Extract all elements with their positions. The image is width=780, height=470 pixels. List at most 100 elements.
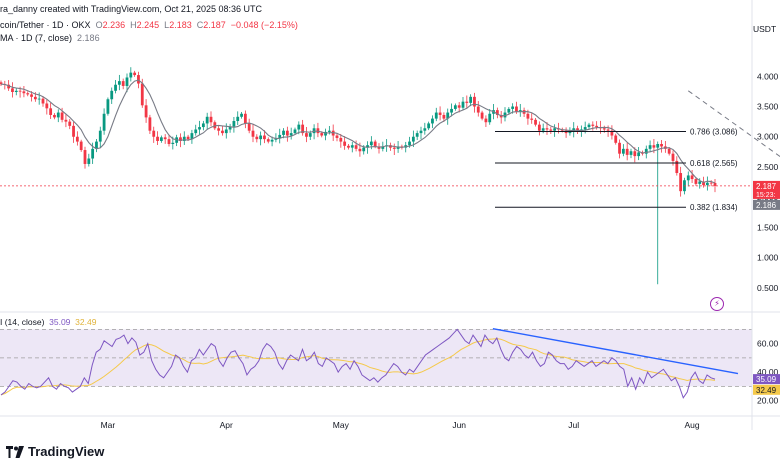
candle-body [289, 133, 293, 136]
candle-body [473, 96, 476, 107]
candle-body [33, 96, 37, 100]
candle-body [408, 141, 411, 146]
close-value: 2.187 [203, 20, 226, 30]
candle-body [419, 130, 423, 134]
candle-body [656, 144, 660, 148]
price-tick-label: 3.500 [757, 102, 779, 112]
candle-body [366, 145, 369, 148]
candle-body [282, 130, 285, 135]
candle-body [236, 116, 240, 122]
candle-body [320, 133, 324, 136]
candle-body [148, 117, 152, 131]
candle-body [0, 82, 3, 85]
price-tick-label: 2.500 [757, 162, 779, 172]
candle-body [549, 129, 553, 131]
symbol-name[interactable]: coin/Tether · 1D · OKX [0, 20, 91, 30]
candle-body [709, 182, 713, 184]
candle-body [488, 113, 492, 123]
rsi-tick-label: 20.00 [757, 396, 779, 406]
candle-body [137, 75, 140, 84]
candle-body [511, 106, 515, 109]
candle-body [194, 129, 198, 134]
candle-body [163, 137, 167, 140]
price-tick-label: 0.500 [757, 283, 779, 293]
candle-body [49, 108, 53, 115]
rsi-tick-label: 60.00 [757, 339, 779, 349]
candle-body [114, 84, 117, 91]
candle-body [110, 90, 114, 100]
price-tick-label: 3.000 [757, 132, 779, 142]
candle-body [144, 105, 148, 118]
ma-line [0, 79, 716, 184]
candle-body [461, 101, 465, 108]
candle-body [41, 98, 45, 104]
candle-body [91, 148, 95, 159]
candle-body [686, 175, 690, 181]
ma-legend[interactable]: MA · 1D (7, close) 2.186 [0, 33, 100, 43]
time-tick-label: Apr [220, 420, 233, 430]
candle-body [240, 113, 243, 117]
candle-body [37, 98, 41, 100]
candle-body [415, 133, 419, 137]
candle-body [530, 118, 534, 120]
candle-body [545, 128, 549, 130]
candle-body [60, 112, 64, 120]
candle-body [209, 116, 213, 123]
candle-body [308, 133, 312, 137]
candle-body [182, 136, 186, 141]
projection-dashed-line [687, 90, 780, 158]
candle-body [648, 145, 652, 149]
candle-body [637, 152, 641, 157]
candle-body [450, 108, 453, 113]
candle-body [285, 130, 289, 136]
price-pane: 0.786 (3.086) 0.618 (2.565) 0.382 (1.834) [0, 67, 780, 285]
ma-price-tag [753, 199, 780, 210]
candle-body [411, 136, 415, 142]
candle-body [667, 148, 671, 154]
candle-body [121, 81, 125, 86]
change-value: −0.048 (−2.15%) [230, 20, 298, 30]
ma-value: 2.186 [77, 33, 100, 43]
candle-body [660, 144, 663, 147]
time-tick-label: Jul [568, 420, 579, 430]
fib-level-label: 0.382 (1.834) [690, 203, 738, 212]
rsi-trendline [492, 327, 739, 375]
candle-body [690, 175, 694, 180]
candle-body [266, 139, 270, 142]
candle-body [243, 113, 247, 124]
rsi-line [0, 328, 716, 399]
candle-body [358, 148, 362, 152]
candle-body [362, 147, 366, 152]
candle-body [495, 110, 499, 115]
candle-body [541, 128, 545, 131]
candle-body [129, 72, 133, 78]
candle-body [324, 131, 327, 136]
candle-body [156, 136, 159, 141]
candle-body [83, 150, 87, 164]
open-label: O [95, 20, 103, 30]
candle-body [350, 145, 354, 148]
countdown-label: 15:23: [756, 192, 776, 199]
currency-label: USDT [753, 24, 777, 34]
fib-level-label: 0.786 (3.086) [690, 128, 738, 137]
candle-body [232, 121, 236, 127]
candle-body [610, 130, 614, 136]
candle-body [79, 141, 83, 151]
high-value: 2.245 [136, 20, 160, 30]
time-tick-label: Aug [685, 420, 700, 430]
time-tick-label: Mar [101, 420, 116, 430]
rsi-label: I (14, close) [0, 317, 45, 327]
rsi-ma-label: 32.49 [756, 386, 777, 395]
candle-body [675, 160, 679, 174]
lightning-icon[interactable]: ⚡ [710, 297, 724, 311]
candle-body [457, 105, 461, 108]
candle-body [30, 94, 33, 97]
rsi-legend[interactable]: I (14, close) 35.09 32.49 [0, 317, 96, 327]
candle-body [301, 124, 305, 134]
candle-body [698, 181, 702, 184]
fib-level-label: 0.618 (2.565) [690, 159, 738, 168]
candle-body [255, 136, 259, 140]
rsi-ma-line [0, 338, 716, 396]
candle-body [705, 182, 709, 186]
price-tick-label: 4.000 [757, 71, 779, 81]
